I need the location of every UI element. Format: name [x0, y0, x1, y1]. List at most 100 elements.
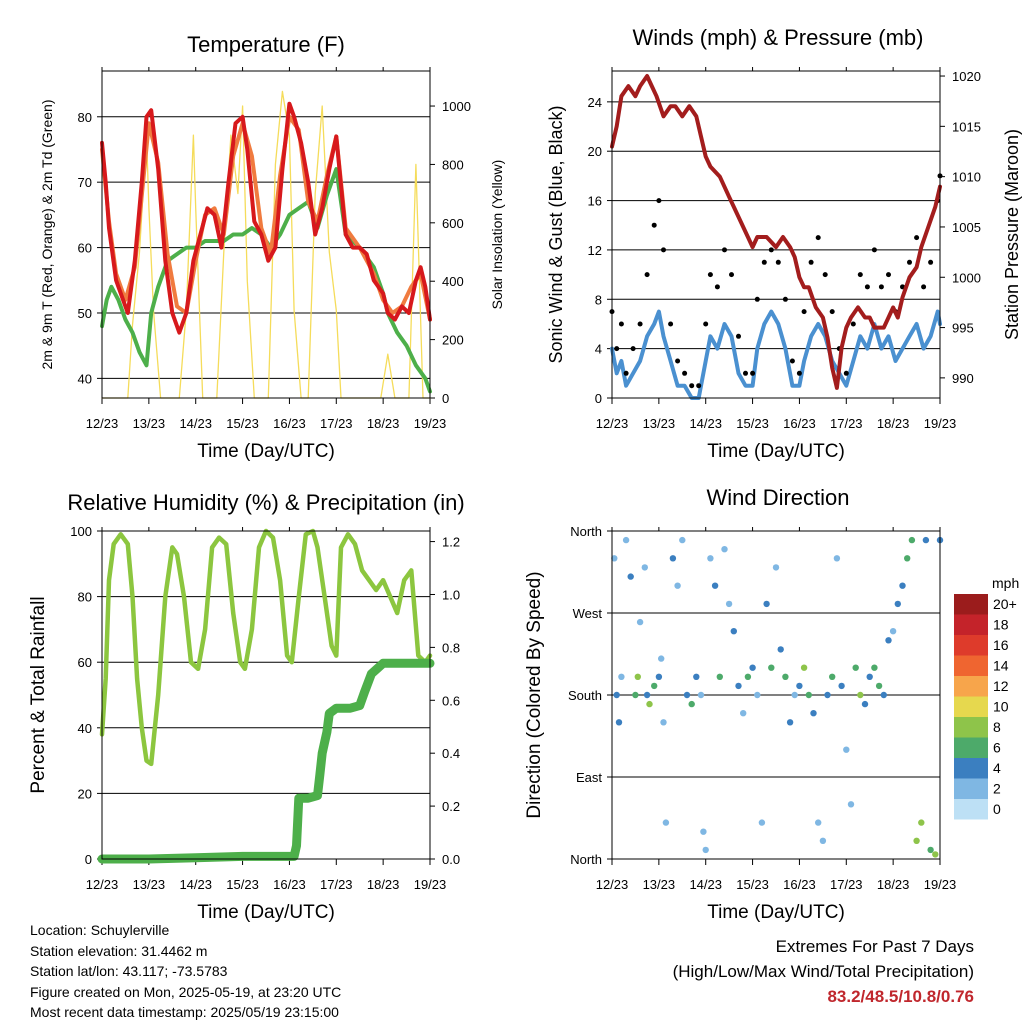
direction-point [627, 573, 634, 580]
gust-point [886, 272, 891, 278]
direction-point [632, 691, 639, 699]
y-tick-label: 16 [588, 194, 602, 209]
direction-point [744, 673, 752, 680]
direction-point [700, 828, 707, 835]
direction-point [829, 673, 836, 680]
gust-point [921, 284, 927, 290]
y-tick-label: 70 [78, 175, 92, 190]
legend-label: 20+ [993, 596, 1017, 612]
extremes-box: Extremes For Past 7 Days (High/Low/Max W… [673, 934, 974, 1009]
x-tick-label: 13/23 [133, 877, 166, 892]
panel-title: Temperature (F) [187, 32, 345, 57]
y2-tick-label: 0.2 [442, 799, 460, 814]
x-tick-label: 12/23 [86, 877, 119, 892]
gust-point [782, 296, 788, 302]
legend-swatch [954, 676, 988, 697]
y-tick-label: 8 [595, 292, 602, 307]
gust-point [668, 321, 674, 327]
x-tick-label: 17/23 [320, 877, 353, 892]
direction-point [758, 819, 766, 826]
direction-point [875, 682, 883, 690]
panel-temperature: Temperature (F) Time (Day/UTC) 12/23 13/23 1… [39, 32, 505, 462]
legend-title: mph [992, 575, 1019, 591]
gust-point [696, 383, 702, 389]
x-tick-label: 15/23 [226, 877, 259, 892]
x-tick-label: 19/23 [924, 877, 957, 892]
panel-title: Wind Direction [706, 485, 849, 510]
direction-point [643, 691, 651, 699]
gust-point [675, 358, 681, 364]
x-tick-label: 14/23 [689, 416, 722, 431]
x-tick-label: 13/23 [643, 416, 676, 431]
x-tick-label: 12/23 [86, 416, 119, 431]
direction-point [889, 628, 897, 635]
direction-point [730, 628, 737, 635]
direction-point [707, 555, 714, 562]
direction-point [819, 837, 827, 844]
panel-humidity-precip: Relative Humidity (%) & Precipitation (i… [28, 490, 465, 923]
direction-point [702, 846, 709, 854]
direction-point [805, 691, 812, 699]
latlon-text: Station lat/lon: 43.117; -73.5783 [30, 963, 228, 979]
x-tick-label: 12/23 [596, 877, 629, 892]
gust-point [857, 272, 863, 278]
direction-point [688, 700, 695, 708]
gust-point [736, 333, 741, 339]
direction-point [871, 664, 878, 671]
location-text: Location: Schuylerville [30, 922, 170, 938]
x-tick-label: 16/23 [273, 416, 306, 431]
series-station-pressure [610, 74, 942, 390]
extremes-title: Extremes For Past 7 Days [775, 937, 974, 956]
legend-label: 16 [993, 637, 1009, 653]
gust-point [729, 272, 734, 278]
y-tick-label: 80 [78, 590, 92, 605]
y2-tick-label: 200 [442, 333, 464, 348]
y2-tick-label: 800 [442, 157, 464, 172]
gust-point [637, 321, 643, 327]
gust-point [864, 284, 870, 290]
legend-swatch [954, 737, 988, 758]
legend-label: 6 [993, 740, 1001, 756]
x-axis-label: Time (Day/UTC) [707, 441, 845, 462]
y2-tick-label: 0.6 [442, 693, 460, 708]
direction-point [922, 536, 930, 544]
created-text: Figure created on Mon, 2025-05-19, at 23… [30, 983, 342, 1000]
x-tick-label: 19/23 [414, 877, 447, 892]
y-tick-label: North [570, 524, 602, 539]
direction-point [932, 851, 939, 858]
x-tick-label: 18/23 [367, 877, 400, 892]
gust-point [801, 309, 807, 315]
gust-point [661, 247, 666, 253]
direction-point [838, 682, 845, 690]
gust-point [768, 247, 774, 253]
legend-swatch [954, 655, 988, 676]
legend-swatch [954, 614, 988, 635]
legend-swatch [954, 717, 988, 738]
direction-point [636, 618, 644, 626]
y2-tick-label: 1.0 [442, 587, 460, 602]
direction-point [843, 746, 850, 753]
y-axis-label: Percent & Total Rainfall [28, 596, 49, 793]
gust-point [703, 321, 709, 327]
direction-point [885, 637, 892, 644]
x-tick-label: 13/23 [133, 416, 166, 431]
panel-wind-direction: Wind Direction Time (Day/UTC) 12/23 13/23 14… [524, 485, 1019, 923]
y2-axis-label: Solar Insolation (Yellow) [489, 160, 505, 310]
direction-point [782, 673, 789, 680]
gust-point [689, 383, 695, 389]
speed-legend: mph 20+ 18 16 14 12 10 8 6 4 2 0 [954, 575, 1019, 820]
y-tick-label: North [570, 852, 602, 867]
gust-point [618, 321, 624, 327]
direction-point [721, 546, 728, 553]
series-sonic-wind [610, 309, 942, 400]
x-tick-label: 18/23 [877, 416, 910, 431]
series-temp-9m [100, 114, 432, 322]
gust-point [722, 247, 727, 253]
x-tick-label: 13/23 [643, 877, 676, 892]
direction-point [866, 673, 873, 680]
direction-point [725, 600, 733, 608]
y-tick-label: 60 [78, 241, 92, 256]
direction-point [861, 700, 869, 708]
y-tick-label: 50 [78, 306, 92, 321]
y-tick-label: South [568, 688, 602, 703]
